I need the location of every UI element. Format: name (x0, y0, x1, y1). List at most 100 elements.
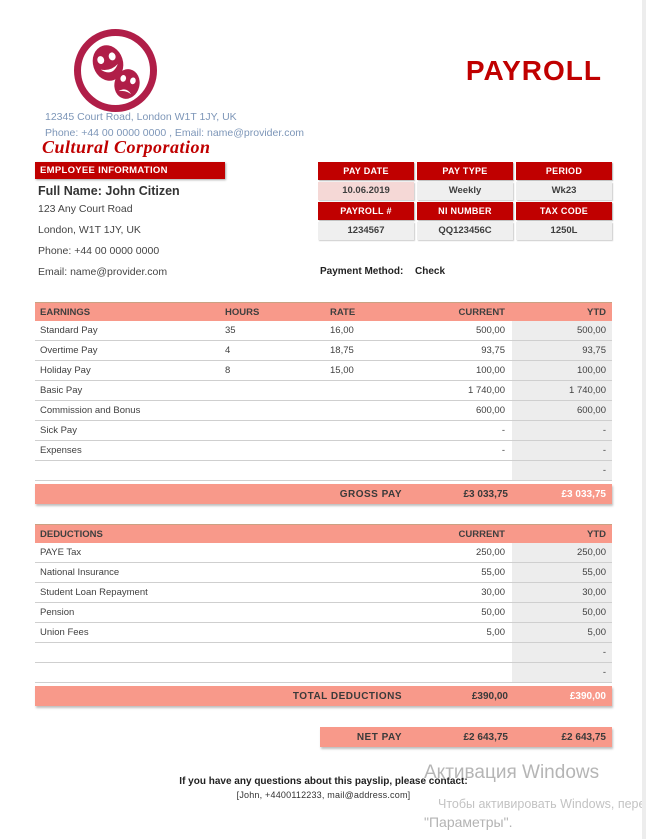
table-row: Overtime Pay 4 18,75 93,75 93,75 (35, 341, 612, 361)
theater-masks-icon (74, 29, 157, 112)
row-hours: 35 (225, 325, 236, 336)
row-ytd: 250,00 (512, 543, 612, 562)
row-current: 30,00 (481, 587, 505, 598)
net-pay-row: NET PAY £2 643,75 £2 643,75 (320, 727, 612, 747)
row-label: Student Loan Repayment (40, 587, 148, 598)
table-row: PAYE Tax 250,00 250,00 (35, 543, 612, 563)
table-row: Standard Pay 35 16,00 500,00 500,00 (35, 321, 612, 341)
footer-contact-note: If you have any questions about this pay… (179, 776, 468, 787)
row-current: - (501, 445, 505, 456)
row-rate: 18,75 (330, 345, 354, 356)
gross-pay-current: £3 033,75 (463, 488, 509, 500)
row-current: 100,00 (475, 365, 505, 376)
row-ytd: 93,75 (512, 341, 612, 360)
employee-email: Email: name@provider.com (38, 266, 168, 278)
col-earnings: EARNINGS (40, 306, 91, 318)
gross-pay-row: GROSS PAY £3 033,75 £3 033,75 (35, 484, 612, 504)
row-current: 55,00 (481, 567, 505, 578)
table-row: - (35, 643, 612, 663)
company-name: Cultural Corporation (42, 137, 211, 157)
table-row: National Insurance 55,00 55,00 (35, 563, 612, 583)
company-address: 12345 Court Road, London W1T 1JY, UK (45, 111, 237, 123)
windows-activation-watermark-line3: "Параметры". (424, 814, 513, 830)
ni-number-value: QQ123456C (417, 222, 513, 240)
col-ytd: YTD (587, 528, 606, 540)
table-row: Sick Pay - - (35, 421, 612, 441)
row-current: 1 740,00 (468, 385, 505, 396)
row-ytd: 600,00 (512, 401, 612, 420)
col-current: CURRENT (458, 306, 505, 318)
row-label: Overtime Pay (40, 345, 98, 356)
table-row: Pension 50,00 50,00 (35, 603, 612, 623)
windows-activation-watermark-line2: Чтобы активировать Windows, перейдите в … (438, 797, 642, 811)
page-title: PAYROLL (465, 55, 602, 86)
gross-pay-ytd: £3 033,75 (561, 488, 607, 500)
pay-type-header: PAY TYPE (417, 162, 513, 180)
total-deductions-row: TOTAL DEDUCTIONS £390,00 £390,00 (35, 686, 612, 706)
pay-info-grid: PAY DATE PAY TYPE PERIOD 10.06.2019 Week… (318, 162, 612, 240)
period-header: PERIOD (516, 162, 612, 180)
row-current: 500,00 (475, 325, 505, 336)
row-current: 5,00 (486, 627, 506, 638)
row-current: 600,00 (475, 405, 505, 416)
row-hours: 4 (225, 345, 231, 356)
total-deductions-label: TOTAL DEDUCTIONS (292, 690, 402, 702)
footer-contact-details: [John, +4400112233, mail@address.com] (236, 790, 411, 800)
period-value: Wk23 (516, 182, 612, 200)
total-deductions-current: £390,00 (471, 690, 508, 702)
gross-pay-label: GROSS PAY (339, 488, 402, 500)
row-ytd: 30,00 (512, 583, 612, 602)
row-label: Union Fees (40, 627, 89, 638)
row-ytd: 500,00 (512, 321, 612, 340)
total-deductions-ytd: £390,00 (569, 690, 606, 702)
row-ytd: 100,00 (512, 361, 612, 380)
row-rate: 16,00 (330, 325, 354, 336)
row-ytd: 50,00 (512, 603, 612, 622)
row-ytd: - (512, 643, 612, 662)
col-ytd: YTD (587, 306, 606, 318)
deductions-table: DEDUCTIONS CURRENT YTD PAYE Tax 250,00 2… (35, 524, 612, 706)
deductions-header-row: DEDUCTIONS CURRENT YTD (35, 524, 612, 543)
col-hours: HOURS (225, 306, 260, 318)
row-current: 250,00 (475, 547, 505, 558)
row-ytd: 1 740,00 (512, 381, 612, 400)
row-label: Sick Pay (40, 425, 77, 436)
table-row: - (35, 663, 612, 683)
table-row: Basic Pay 1 740,00 1 740,00 (35, 381, 612, 401)
ni-number-header: NI NUMBER (417, 202, 513, 220)
row-ytd: - (512, 663, 612, 682)
tax-code-header: TAX CODE (516, 202, 612, 220)
earnings-header-row: EARNINGS HOURS RATE CURRENT YTD (35, 302, 612, 321)
row-ytd: - (512, 461, 612, 480)
table-row: - (35, 461, 612, 481)
row-label: Pension (40, 607, 75, 618)
employee-address-line2: London, W1T 1JY, UK (38, 224, 141, 236)
net-pay-current: £2 643,75 (463, 731, 509, 743)
row-label: Standard Pay (40, 325, 98, 336)
employee-section-header: EMPLOYEE INFORMATION (35, 162, 225, 179)
table-row: Holiday Pay 8 15,00 100,00 100,00 (35, 361, 612, 381)
row-rate: 15,00 (330, 365, 354, 376)
row-label: Basic Pay (40, 385, 83, 396)
row-ytd: - (512, 421, 612, 440)
row-hours: 8 (225, 365, 231, 376)
row-label: Expenses (40, 445, 82, 456)
row-label: PAYE Tax (40, 547, 82, 558)
earnings-table: EARNINGS HOURS RATE CURRENT YTD Standard… (35, 302, 612, 504)
row-label: Holiday Pay (40, 365, 91, 376)
row-ytd: 5,00 (512, 623, 612, 642)
pay-date-value: 10.06.2019 (318, 182, 414, 200)
row-current: 93,75 (481, 345, 505, 356)
net-pay-label: NET PAY (356, 731, 402, 743)
tax-code-value: 1250L (516, 222, 612, 240)
payment-method-value: Check (415, 266, 446, 277)
company-logo (73, 28, 158, 113)
table-row: Commission and Bonus 600,00 600,00 (35, 401, 612, 421)
row-current: 50,00 (481, 607, 505, 618)
employee-address-line1: 123 Any Court Road (38, 203, 133, 215)
col-rate: RATE (330, 306, 356, 318)
pay-date-header: PAY DATE (318, 162, 414, 180)
net-pay-ytd: £2 643,75 (561, 731, 607, 743)
table-row: Expenses - - (35, 441, 612, 461)
